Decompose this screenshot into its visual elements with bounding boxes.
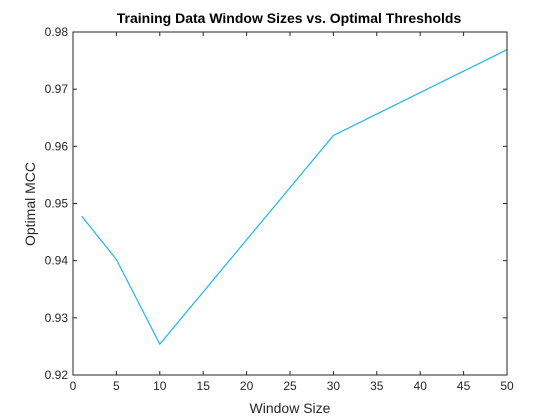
y-tick-label: 0.97 <box>45 82 69 96</box>
x-axis-ticks: 0 5 10 15 20 25 30 35 40 45 50 <box>70 32 514 393</box>
y-tick-label: 0.95 <box>45 197 69 211</box>
axes-box <box>72 31 508 376</box>
x-tick-label: 5 <box>113 379 120 393</box>
x-tick-label: 15 <box>197 379 211 393</box>
x-tick-label: 45 <box>457 379 471 393</box>
x-tick-label: 40 <box>414 379 428 393</box>
x-tick-label: 25 <box>283 379 297 393</box>
x-tick-label: 10 <box>153 379 167 393</box>
series-line-0 <box>81 49 508 346</box>
x-tick-label: 20 <box>240 379 254 393</box>
series-layer <box>81 49 508 346</box>
y-tick-label: 0.92 <box>45 368 69 382</box>
y-axis-ticks: 0.92 0.93 0.94 0.95 0.96 0.97 0.98 <box>45 25 507 382</box>
x-tick-label: 0 <box>70 379 77 393</box>
plot-area <box>73 32 507 375</box>
x-tick-label: 50 <box>500 379 514 393</box>
y-axis-label: Optimal MCC <box>22 162 38 246</box>
y-tick-label: 0.98 <box>45 25 69 39</box>
x-tick-label: 30 <box>327 379 341 393</box>
x-tick-label: 35 <box>370 379 384 393</box>
y-tick-label: 0.96 <box>45 139 69 153</box>
y-tick-label: 0.93 <box>45 311 69 325</box>
chart-title: Training Data Window Sizes vs. Optimal T… <box>117 10 462 26</box>
y-tick-label: 0.94 <box>45 254 69 268</box>
x-axis-label: Window Size <box>250 400 331 416</box>
